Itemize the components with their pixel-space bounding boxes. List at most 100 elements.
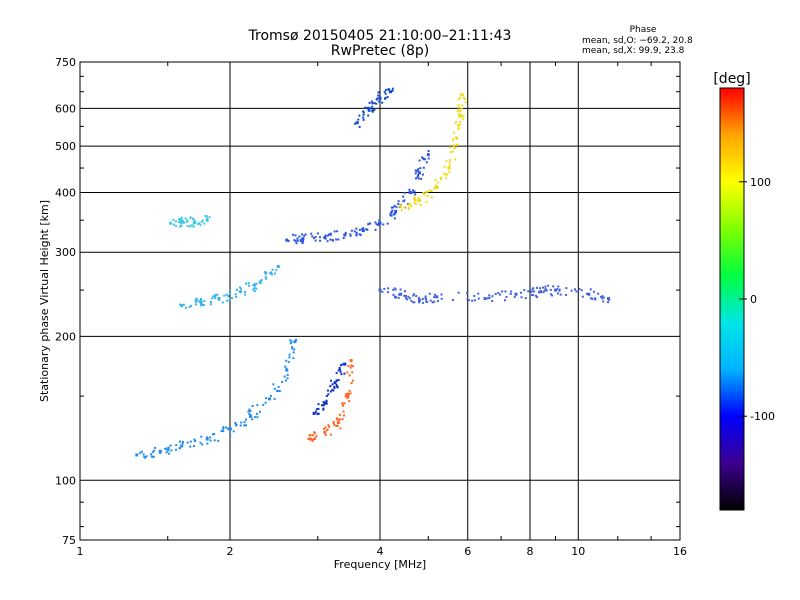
data-point xyxy=(234,293,237,296)
data-point xyxy=(316,232,319,235)
data-point xyxy=(144,456,147,459)
series-trace xyxy=(285,150,430,245)
data-point xyxy=(361,228,364,231)
data-point xyxy=(265,271,268,274)
data-point xyxy=(486,297,489,300)
data-point xyxy=(393,287,396,290)
data-point xyxy=(544,287,547,290)
data-point xyxy=(393,204,396,207)
data-point xyxy=(180,444,184,448)
data-point xyxy=(277,385,280,388)
data-point xyxy=(271,273,274,276)
data-point xyxy=(597,292,600,295)
data-point xyxy=(240,421,243,424)
x-tick-label: 10 xyxy=(571,545,585,558)
data-point xyxy=(293,239,296,242)
data-point xyxy=(435,295,439,299)
data-point xyxy=(322,408,325,411)
data-point xyxy=(288,356,291,359)
data-point xyxy=(205,215,208,218)
data-point xyxy=(415,177,418,180)
data-point xyxy=(307,437,310,440)
data-point xyxy=(389,90,393,94)
data-point xyxy=(252,284,255,287)
data-point xyxy=(421,297,424,300)
data-point xyxy=(427,157,430,160)
data-point xyxy=(349,234,352,237)
data-point xyxy=(403,294,406,297)
data-point xyxy=(443,172,446,175)
data-point xyxy=(433,186,436,189)
data-point xyxy=(164,447,167,450)
x-tick-label: 16 xyxy=(673,545,687,558)
data-point xyxy=(404,297,407,300)
data-point xyxy=(193,220,196,223)
data-point xyxy=(358,228,361,231)
data-point xyxy=(448,161,451,164)
data-point xyxy=(143,455,146,458)
data-point xyxy=(376,97,379,100)
data-point xyxy=(253,287,256,290)
data-point xyxy=(457,98,460,101)
data-point xyxy=(278,389,281,392)
data-point xyxy=(329,379,332,382)
data-point xyxy=(267,397,271,401)
data-point xyxy=(205,218,209,222)
x-tick-label: 2 xyxy=(227,545,234,558)
data-point xyxy=(311,434,314,437)
data-point xyxy=(377,94,380,97)
data-point xyxy=(197,222,200,225)
y-tick-label: 500 xyxy=(55,140,76,153)
data-point xyxy=(413,202,416,205)
data-point xyxy=(253,290,256,293)
data-point xyxy=(350,382,353,385)
data-point xyxy=(206,217,209,220)
data-point xyxy=(338,413,341,416)
data-point xyxy=(403,191,406,194)
data-point xyxy=(333,385,336,388)
data-point xyxy=(324,433,327,436)
data-point xyxy=(347,365,350,368)
data-point xyxy=(335,379,338,382)
data-point xyxy=(378,288,382,292)
data-point xyxy=(253,284,256,287)
data-point xyxy=(301,242,304,245)
data-point xyxy=(491,299,494,302)
data-point xyxy=(227,295,230,298)
data-point xyxy=(407,203,410,206)
data-point xyxy=(415,202,418,205)
data-point xyxy=(570,289,573,292)
data-point xyxy=(483,297,487,301)
data-point xyxy=(544,285,547,288)
data-point xyxy=(315,408,318,411)
data-point xyxy=(341,363,344,366)
data-point xyxy=(457,291,460,294)
data-point xyxy=(416,175,419,178)
data-point xyxy=(363,106,366,109)
data-point xyxy=(331,389,334,392)
data-point xyxy=(139,451,142,454)
data-point xyxy=(459,110,462,113)
data-point xyxy=(448,170,451,173)
data-point xyxy=(349,366,352,369)
data-point xyxy=(424,158,427,161)
data-point xyxy=(336,386,339,389)
data-point xyxy=(553,288,557,292)
data-point xyxy=(545,289,548,292)
data-point xyxy=(336,424,339,427)
data-point xyxy=(393,295,396,298)
data-point xyxy=(589,297,592,300)
data-point xyxy=(313,438,316,441)
data-point xyxy=(145,455,148,458)
data-point xyxy=(214,296,217,299)
data-point xyxy=(349,233,352,236)
data-point xyxy=(418,159,421,162)
data-point xyxy=(325,394,328,397)
data-point xyxy=(368,222,371,225)
data-point xyxy=(213,295,216,298)
data-point xyxy=(189,445,192,448)
data-point xyxy=(281,381,284,384)
data-point xyxy=(243,421,246,424)
data-point xyxy=(309,433,312,436)
